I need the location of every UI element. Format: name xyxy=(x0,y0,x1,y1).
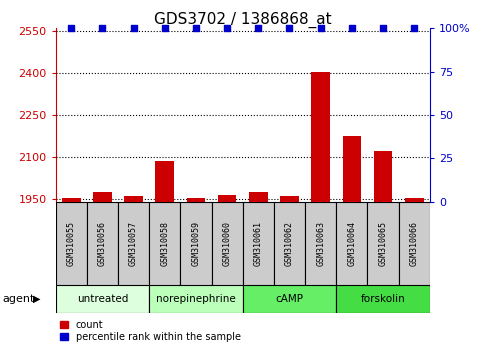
Text: GSM310060: GSM310060 xyxy=(223,221,232,266)
Bar xyxy=(374,152,392,202)
Bar xyxy=(336,285,430,313)
Point xyxy=(255,25,262,31)
Bar xyxy=(368,202,398,285)
Text: GSM310065: GSM310065 xyxy=(379,221,387,266)
Bar xyxy=(249,192,268,202)
Bar xyxy=(62,199,81,202)
Point xyxy=(129,25,137,31)
Point xyxy=(379,25,387,31)
Bar xyxy=(336,202,368,285)
Text: GSM310058: GSM310058 xyxy=(160,221,169,266)
Bar xyxy=(56,202,87,285)
Bar xyxy=(124,196,143,202)
Bar xyxy=(218,195,237,202)
Bar xyxy=(56,285,149,313)
Point xyxy=(411,25,418,31)
Bar xyxy=(312,72,330,202)
Text: forskolin: forskolin xyxy=(361,294,405,304)
Title: GDS3702 / 1386868_at: GDS3702 / 1386868_at xyxy=(154,12,331,28)
Bar xyxy=(87,202,118,285)
Bar xyxy=(149,202,180,285)
Text: GSM310057: GSM310057 xyxy=(129,221,138,266)
Point xyxy=(285,25,293,31)
Text: cAMP: cAMP xyxy=(275,294,303,304)
Point xyxy=(67,25,75,31)
Bar xyxy=(280,196,299,202)
Legend: count, percentile rank within the sample: count, percentile rank within the sample xyxy=(60,320,241,342)
Point xyxy=(99,25,106,31)
Bar xyxy=(242,202,274,285)
Text: untreated: untreated xyxy=(77,294,128,304)
Text: GSM310055: GSM310055 xyxy=(67,221,76,266)
Text: GSM310061: GSM310061 xyxy=(254,221,263,266)
Bar xyxy=(405,199,424,202)
Point xyxy=(192,25,200,31)
Point xyxy=(317,25,325,31)
Bar xyxy=(342,136,361,202)
Text: norepinephrine: norepinephrine xyxy=(156,294,236,304)
Bar xyxy=(186,199,205,202)
Bar xyxy=(149,285,242,313)
Bar xyxy=(305,202,336,285)
Point xyxy=(348,25,356,31)
Text: GSM310066: GSM310066 xyxy=(410,221,419,266)
Bar xyxy=(242,285,336,313)
Point xyxy=(223,25,231,31)
Text: GSM310063: GSM310063 xyxy=(316,221,325,266)
Bar xyxy=(180,202,212,285)
Bar xyxy=(398,202,430,285)
Bar xyxy=(212,202,242,285)
Bar xyxy=(274,202,305,285)
Text: GSM310056: GSM310056 xyxy=(98,221,107,266)
Bar xyxy=(118,202,149,285)
Text: agent: agent xyxy=(2,294,35,304)
Text: GSM310062: GSM310062 xyxy=(285,221,294,266)
Text: GSM310064: GSM310064 xyxy=(347,221,356,266)
Text: GSM310059: GSM310059 xyxy=(191,221,200,266)
Text: ▶: ▶ xyxy=(33,294,41,304)
Bar xyxy=(93,192,112,202)
Point xyxy=(161,25,169,31)
Bar xyxy=(156,161,174,202)
